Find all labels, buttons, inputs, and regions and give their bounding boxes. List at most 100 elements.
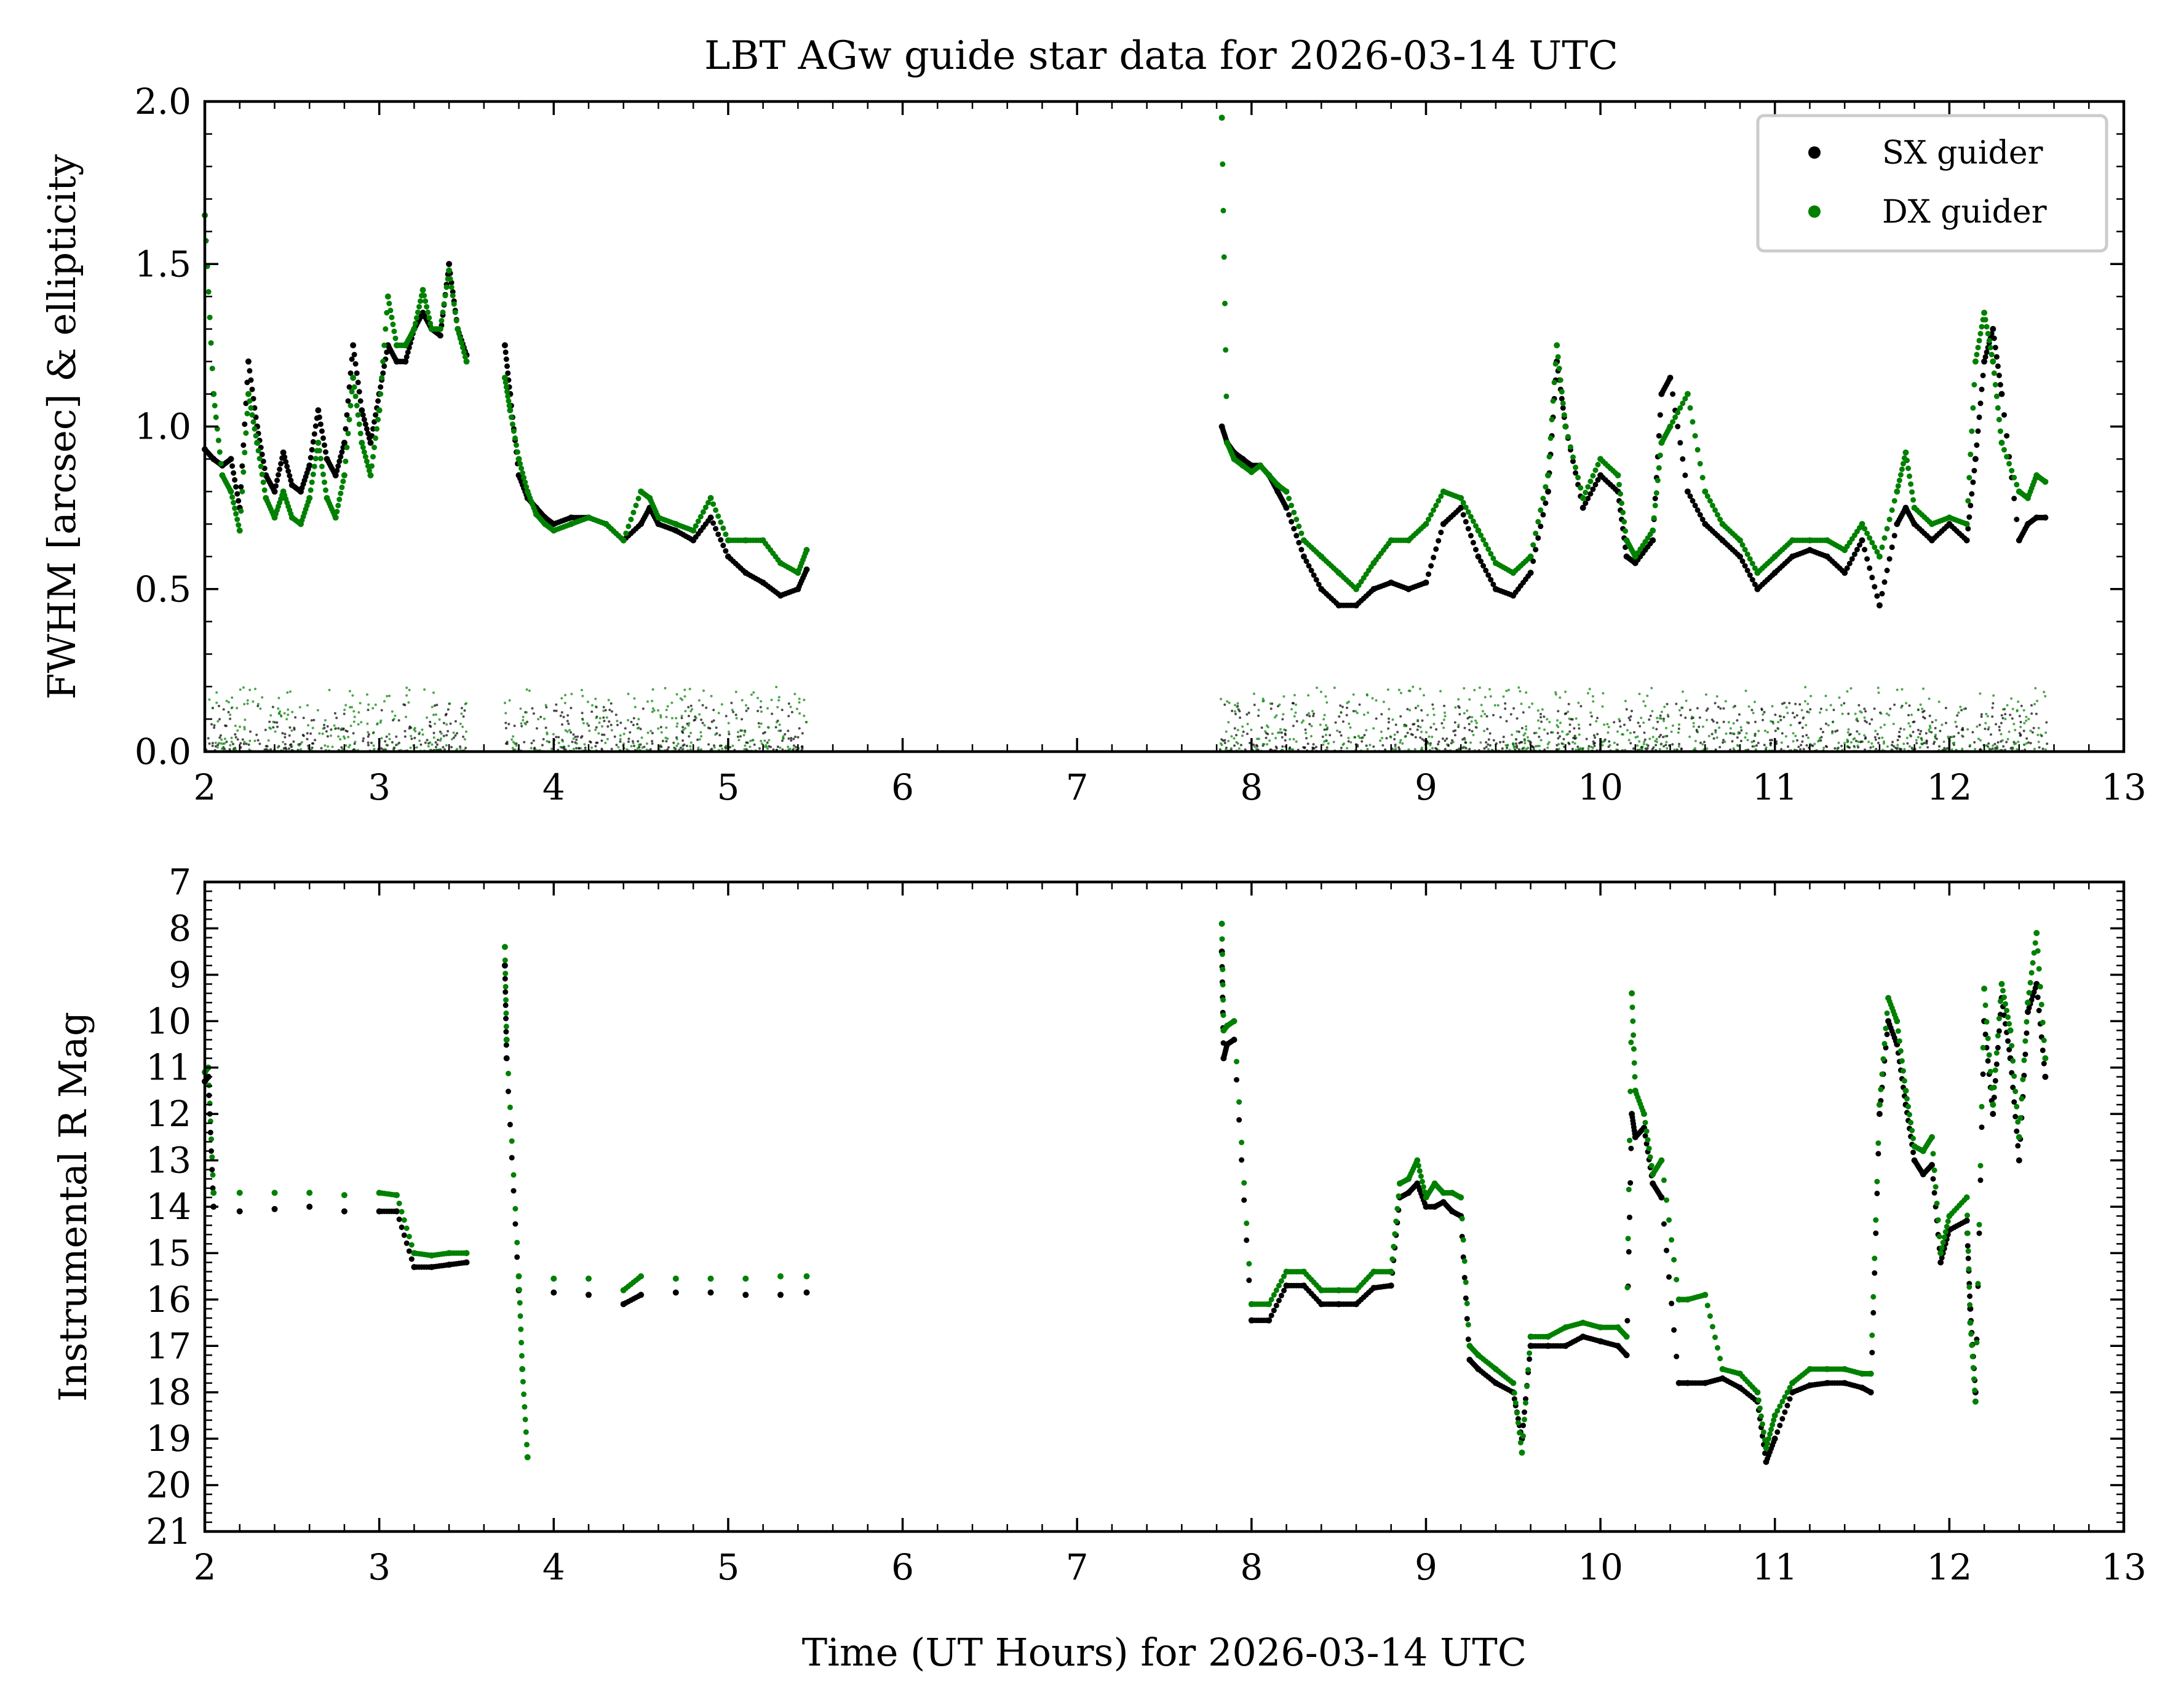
fwhm-point-sx [1286,512,1292,518]
fwhm-point-sx [1867,565,1873,571]
ellipticity-point-dx [1607,731,1610,734]
fwhm-point-dx [1988,352,1995,357]
ellipticity-point-dx [688,722,691,725]
fwhm-point-dx [453,317,459,324]
ellipticity-point-sx [1444,739,1447,742]
ellipticity-point-dx [677,742,680,745]
fwhm-point-sx [1991,335,1997,341]
ellipticity-point-dx [675,725,678,728]
fwhm-point-dx [1619,500,1624,506]
ellipticity-point-dx [1985,744,1988,747]
ellipticity-point-sx [428,724,431,727]
ellipticity-point-dx [384,748,386,751]
fwhm-point-dx [418,298,423,304]
ellipticity-point-sx [758,747,761,750]
fwhm-point-dx [423,298,429,304]
magnitude-point-sx [1977,1177,1984,1183]
fwhm-point-sx [348,370,354,376]
magnitude-point-sx [1661,1221,1667,1227]
fwhm-point-sx [280,449,287,456]
fwhm-point-dx [207,314,213,320]
ellipticity-point-dx [1401,742,1404,745]
magnitude-point-sx [1626,1249,1632,1255]
fwhm-point-dx [515,449,520,455]
fwhm-point-sx [334,467,340,474]
ellipticity-point-sx [1488,732,1492,735]
ellipticity-point-dx [1652,726,1655,729]
ellipticity-point-dx [1323,740,1326,743]
ellipticity-point-sx [730,701,733,704]
fwhm-x-tick-label: 9 [1415,766,1437,808]
ellipticity-point-dx [408,688,411,691]
ellipticity-point-sx [1453,734,1456,737]
ellipticity-point-dx [248,739,252,742]
ellipticity-point-dx [1666,747,1669,750]
ellipticity-point-sx [718,734,721,737]
fwhm-point-dx [355,412,361,418]
ellipticity-point-dx [782,735,785,738]
ellipticity-point-dx [1591,695,1594,698]
magnitude-point-dx [502,957,508,963]
ellipticity-point-dx [1493,704,1496,707]
ellipticity-point-dx [1592,700,1595,703]
fwhm-point-dx [510,428,517,434]
ellipticity-point-dx [1543,728,1546,731]
ellipticity-point-dx [328,688,331,691]
fwhm-point-dx [1478,532,1484,538]
ellipticity-point-dx [421,733,424,736]
fwhm-point-dx [693,523,699,529]
ellipticity-point-sx [1655,744,1658,747]
ellipticity-point-dx [1857,733,1861,736]
ellipticity-point-dx [1928,725,1931,728]
ellipticity-point-dx [1391,718,1394,721]
ellipticity-point-dx [575,742,578,745]
ellipticity-point-dx [290,745,293,748]
ellipticity-point-sx [1664,744,1667,747]
fwhm-point-dx [1998,439,2005,446]
ellipticity-point-sx [1308,715,1311,718]
magnitude-point-sx [1985,1058,1991,1064]
fwhm-point-sx [405,349,411,356]
ellipticity-point-dx [1658,748,1661,751]
ellipticity-point-sx [236,738,239,741]
ellipticity-point-dx [1332,741,1335,744]
fwhm-point-dx [1992,382,1998,387]
ellipticity-point-dx [1857,741,1860,744]
ellipticity-point-sx [1857,704,1861,707]
fwhm-point-sx [232,477,238,483]
ellipticity-point-dx [689,745,692,748]
fwhm-point-dx [1902,449,1909,456]
ellipticity-point-dx [1822,747,1825,749]
ellipticity-point-sx [2000,721,2003,725]
ellipticity-point-dx [1608,744,1611,747]
fwhm-point-dx [320,471,326,477]
fwhm-point-dx [1480,537,1487,543]
fwhm-point-dx [459,344,466,351]
ellipticity-point-dx [1928,697,1931,701]
ellipticity-point-dx [349,725,352,728]
ellipticity-point-dx [636,747,639,750]
fwhm-point-sx [228,456,234,463]
magnitude-point-sx [1876,1111,1883,1118]
ellipticity-point-dx [1846,741,1849,744]
ellipticity-point-dx [1896,744,1899,747]
ellipticity-point-dx [1777,721,1780,723]
magnitude-point-sx [1266,1317,1273,1324]
ellipticity-point-sx [1406,731,1409,734]
ellipticity-point-sx [1573,727,1576,730]
ellipticity-point-dx [1817,740,1820,743]
ellipticity-point-dx [409,746,412,749]
ellipticity-point-sx [801,732,804,735]
ellipticity-point-dx [700,735,703,738]
ellipticity-point-dx [1327,742,1330,745]
ellipticity-point-sx [792,737,795,741]
ellipticity-point-sx [1971,731,1974,734]
fwhm-point-dx [254,439,261,446]
ellipticity-point-sx [801,747,804,750]
ellipticity-point-sx [601,733,603,736]
ellipticity-point-sx [1464,741,1468,744]
ellipticity-point-sx [444,713,447,717]
ellipticity-point-dx [735,717,738,720]
ellipticity-point-dx [1445,743,1448,746]
ellipticity-point-dx [1861,740,1864,743]
